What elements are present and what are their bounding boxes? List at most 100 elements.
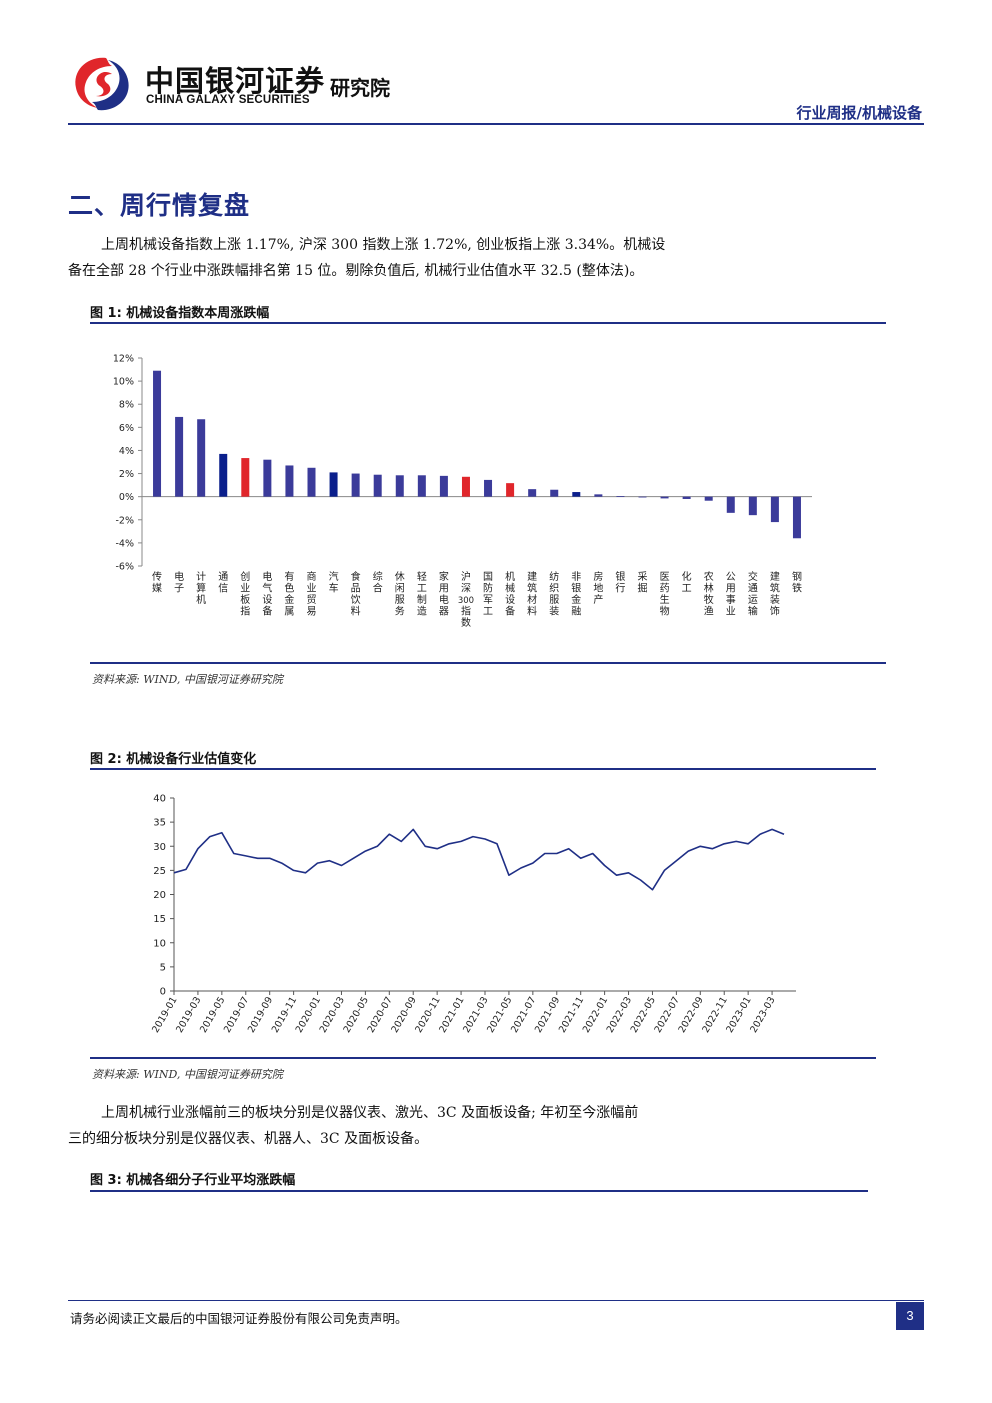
bar-汽车 <box>329 472 338 497</box>
x-tick-char: 板 <box>240 593 250 606</box>
bar-纺织服装 <box>550 489 559 497</box>
bar-非银金融 <box>572 492 581 497</box>
y-tick-label: -6% <box>116 562 135 573</box>
bar-传媒 <box>153 370 162 497</box>
x-tick-char: 轻 <box>417 570 427 583</box>
x-tick-label: 通信 <box>218 571 228 595</box>
x-tick-char: 易 <box>307 606 317 618</box>
x-tick-char: 属 <box>284 606 294 618</box>
x-tick-label: 机械设备 <box>505 570 515 618</box>
report-type: 行业周报/机械设备 <box>796 104 922 122</box>
x-tick-char: 务 <box>395 605 405 618</box>
x-tick-char: 银 <box>571 582 581 595</box>
x-tick-char: 铁 <box>792 582 802 595</box>
bar-家用电器 <box>439 475 448 497</box>
bar-医药生物 <box>660 496 669 499</box>
x-tick-char: 闲 <box>395 582 405 595</box>
footer-divider <box>68 1300 924 1301</box>
x-tick-label: 综合 <box>373 570 383 595</box>
x-tick-char: 金 <box>284 593 294 606</box>
x-tick-char: 沪 <box>461 570 471 583</box>
bar-沪深300指数 <box>461 476 470 497</box>
bar-公用事业 <box>726 496 735 513</box>
bar-建筑材料 <box>528 489 537 497</box>
x-tick-char: 备 <box>262 605 272 618</box>
header-divider <box>68 123 924 125</box>
china-galaxy-logo <box>75 57 129 111</box>
x-tick-label: 传媒 <box>152 571 162 595</box>
x-tick-char: 织 <box>549 583 559 595</box>
x-tick-char: 综 <box>373 570 383 583</box>
y-tick-label: 0 <box>160 987 166 998</box>
x-tick-char: 指 <box>461 605 471 618</box>
x-tick-label: 钢铁 <box>792 570 802 595</box>
paragraph-line: 上周机械行业涨幅前三的板块分别是仪器仪表、激光、3C 及面板设备; 年初至今涨幅… <box>101 1105 639 1121</box>
x-tick-char: 子 <box>174 583 184 595</box>
x-tick-char: 医 <box>660 571 670 583</box>
bar-农林牧渔 <box>704 496 713 501</box>
bar-银行 <box>616 496 625 497</box>
x-tick-char: 军 <box>483 594 493 606</box>
bar-国防军工 <box>484 479 493 497</box>
x-tick-char: 业 <box>307 583 317 595</box>
paragraph-line: 三的细分板块分别是仪器仪表、机器人、3C 及面板设备。 <box>68 1131 429 1147</box>
x-tick-char: 地 <box>593 582 603 595</box>
x-tick-char: 创 <box>240 570 250 583</box>
x-tick-char: 行 <box>615 582 625 595</box>
y-tick-label: 6% <box>119 423 134 434</box>
x-tick-char: 电 <box>439 593 449 606</box>
figure-2-bottom-rule <box>90 1057 876 1059</box>
x-tick-char: 林 <box>704 582 714 595</box>
x-tick-char: 服 <box>549 594 559 606</box>
x-tick-char: 国 <box>483 571 493 583</box>
x-tick-label: 房地产 <box>593 570 603 606</box>
bar-创业板指 <box>241 458 250 497</box>
footer-disclaimer: 请务必阅读正文最后的中国银河证券股份有限公司免责声明。 <box>70 1311 408 1326</box>
x-tick-char: 金 <box>571 593 581 606</box>
x-tick-char: 输 <box>748 605 758 618</box>
x-tick-char: 纺 <box>549 570 559 583</box>
x-tick-char: 生 <box>660 593 670 606</box>
x-tick-char: 农 <box>704 570 714 583</box>
valuation-line <box>173 828 785 891</box>
x-tick-char: 运 <box>748 594 758 606</box>
x-tick-char: 品 <box>351 583 361 595</box>
y-tick-label: 10% <box>113 377 134 388</box>
x-tick-char: 有 <box>284 570 294 583</box>
y-tick-label: 12% <box>113 354 134 365</box>
x-tick-char: 饮 <box>351 593 361 606</box>
x-tick-char: 工 <box>417 584 427 595</box>
x-tick-char: 防 <box>483 582 493 595</box>
figure-2-top-rule <box>90 768 876 770</box>
page-number: 3 <box>896 1302 924 1330</box>
x-tick-label: 化工 <box>682 570 692 595</box>
figure-3-title: 图 3: 机械各细分子行业平均涨跌幅 <box>90 1173 296 1188</box>
x-tick-char: 工 <box>682 584 692 595</box>
x-tick-char: 物 <box>660 605 670 618</box>
x-tick-char: 指 <box>240 605 250 618</box>
x-tick-char: 汽 <box>329 570 339 583</box>
x-tick-char: 用 <box>439 584 449 595</box>
figure-1-source: 资料来源: WIND, 中国银河证券研究院 <box>92 673 283 686</box>
x-tick-char: 渔 <box>704 606 714 618</box>
x-tick-char: 电 <box>174 570 184 583</box>
x-tick-char: 设 <box>505 594 515 606</box>
bar-电子 <box>175 416 184 497</box>
bar-食品饮料 <box>351 473 360 497</box>
bar-通信 <box>219 453 228 497</box>
x-tick-char: 化 <box>682 570 692 583</box>
